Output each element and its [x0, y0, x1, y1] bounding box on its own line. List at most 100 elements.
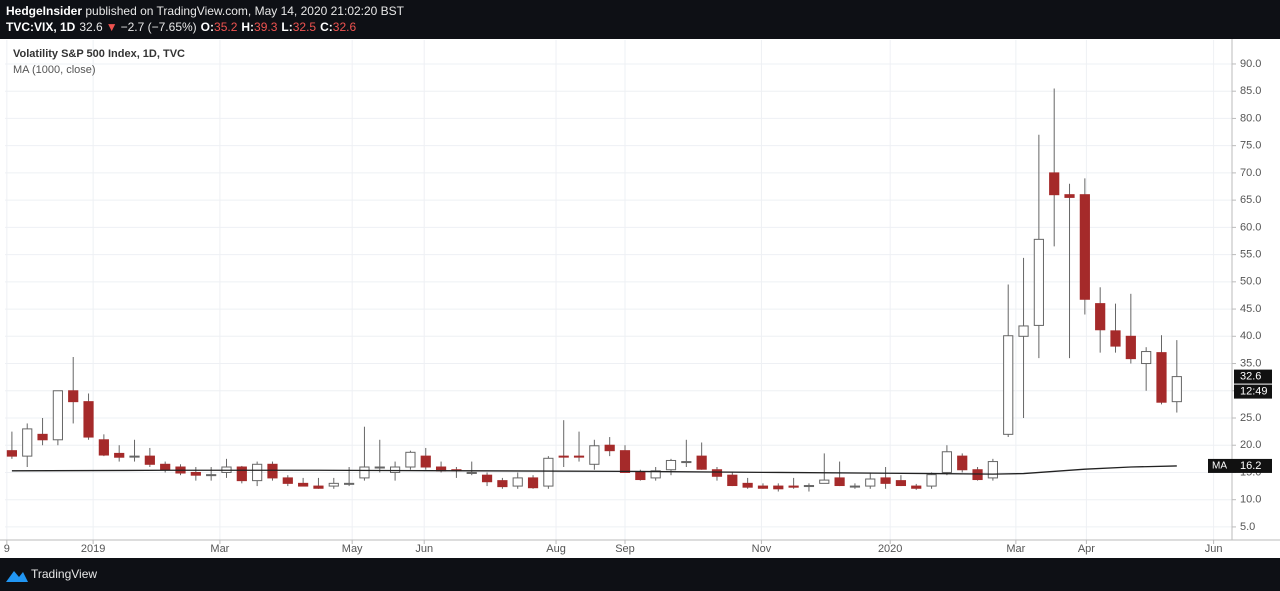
- y-tick-label: 50.0: [1240, 276, 1261, 288]
- candle-body: [83, 401, 94, 438]
- ma-legend: MA (1000, close): [13, 64, 96, 76]
- candle-body: [1033, 238, 1044, 326]
- candle-body: [911, 485, 922, 489]
- candle-body: [344, 482, 355, 485]
- x-tick-label: Mar: [210, 543, 229, 555]
- down-arrow: ▼: [106, 20, 118, 34]
- x-tick-label: 9: [4, 543, 10, 555]
- candle-body: [681, 461, 692, 464]
- quote-line: TVC:VIX, 1D 32.6 ▼ −2.7 (−7.65%) O:35.2 H:39.…: [6, 20, 356, 34]
- chart-title: Volatility S&P 500 Index, 1D, TVC: [13, 48, 185, 60]
- candle-body: [497, 480, 508, 488]
- candle-body: [803, 485, 815, 488]
- candle-body: [1141, 351, 1152, 365]
- brand-logo: TradingView: [6, 567, 97, 582]
- c-label: C:: [320, 20, 333, 34]
- candle-body: [1018, 325, 1029, 337]
- candle-body: [374, 466, 385, 469]
- candle-body: [773, 485, 784, 490]
- y-tick-label: 65.0: [1240, 194, 1261, 206]
- h-label: H:: [241, 20, 254, 34]
- candle-body: [635, 471, 646, 481]
- o-label: O:: [201, 20, 214, 34]
- candle-body: [604, 444, 615, 452]
- candle-body: [282, 477, 293, 484]
- ma-box: [1208, 458, 1272, 473]
- l: 32.5: [293, 20, 317, 34]
- candle-body: [788, 485, 799, 488]
- candle-body: [236, 466, 247, 482]
- candle-body: [589, 445, 600, 465]
- y-tick-label: 80.0: [1240, 112, 1261, 124]
- symbol: TVC:VIX, 1D: [6, 20, 76, 34]
- candle-body: [52, 390, 63, 441]
- candle-body: [129, 455, 140, 458]
- candle-body: [819, 479, 830, 484]
- candle-body: [1003, 335, 1014, 435]
- x-tick-label: Aug: [546, 543, 566, 555]
- y-tick-label: 90.0: [1240, 58, 1261, 70]
- candle-body: [895, 480, 907, 487]
- candle-body: [1156, 352, 1167, 403]
- candle-body: [957, 455, 968, 471]
- candle-body: [696, 455, 707, 470]
- candle-body: [481, 474, 493, 483]
- author: HedgeInsider: [6, 4, 82, 18]
- candle-body: [1095, 303, 1106, 331]
- price-label: 32.6: [1240, 371, 1261, 383]
- candle-body: [757, 485, 769, 489]
- candle-body: [1110, 330, 1121, 347]
- y-tick-label: 55.0: [1240, 249, 1261, 261]
- ma-line: [11, 465, 1177, 475]
- candle-body: [543, 457, 554, 487]
- x-tick-label: Apr: [1078, 543, 1095, 555]
- y-tick-label: 45.0: [1240, 303, 1261, 315]
- candle-body: [405, 451, 416, 468]
- l-label: L:: [281, 20, 292, 34]
- y-tick-label: 10.0: [1240, 494, 1261, 506]
- c: 32.6: [333, 20, 357, 34]
- candle-body: [328, 482, 339, 487]
- candle-body: [160, 463, 171, 471]
- candle-body: [267, 463, 278, 479]
- candle-body: [558, 455, 569, 458]
- candle-body: [144, 455, 155, 465]
- candle-body: [359, 466, 370, 479]
- y-tick-label: 40.0: [1240, 330, 1261, 342]
- x-tick-label: Sep: [615, 543, 635, 555]
- candle-body: [834, 477, 845, 487]
- candle-body: [298, 482, 309, 487]
- publish-line: HedgeInsider published on TradingView.co…: [6, 4, 405, 18]
- candle-body: [37, 433, 48, 441]
- candle-body: [742, 482, 753, 488]
- o: 35.2: [214, 20, 238, 34]
- candle-body: [972, 469, 983, 481]
- candle-body: [711, 469, 723, 477]
- y-tick-label: 5.0: [1240, 521, 1255, 533]
- x-tick-label: 2019: [81, 543, 105, 555]
- price-box: [1234, 369, 1272, 384]
- y-tick-label: 35.0: [1240, 357, 1261, 369]
- candle-body: [650, 470, 661, 479]
- candle-body: [527, 477, 539, 489]
- candle-body: [727, 474, 738, 487]
- ma-value: 16.2: [1240, 460, 1261, 472]
- candle-body: [512, 477, 523, 487]
- brand: TradingView: [31, 567, 97, 581]
- x-tick-label: 2020: [878, 543, 902, 555]
- published: published on TradingView.com, May 14, 20…: [82, 4, 405, 18]
- candle-body: [6, 450, 17, 457]
- candle-body: [926, 474, 937, 487]
- candle-body: [190, 471, 201, 476]
- y-tick-label: 60.0: [1240, 221, 1261, 233]
- plot: [5, 40, 1232, 540]
- change: −2.7 (−7.65%): [121, 20, 197, 34]
- candle-body: [619, 450, 631, 473]
- x-tick-label: Jun: [415, 543, 433, 555]
- y-tick-label: 70.0: [1240, 167, 1261, 179]
- candle-body: [665, 459, 677, 471]
- x-tick-label: May: [342, 543, 363, 555]
- countdown-box: [1234, 384, 1272, 399]
- candle-body: [573, 455, 585, 458]
